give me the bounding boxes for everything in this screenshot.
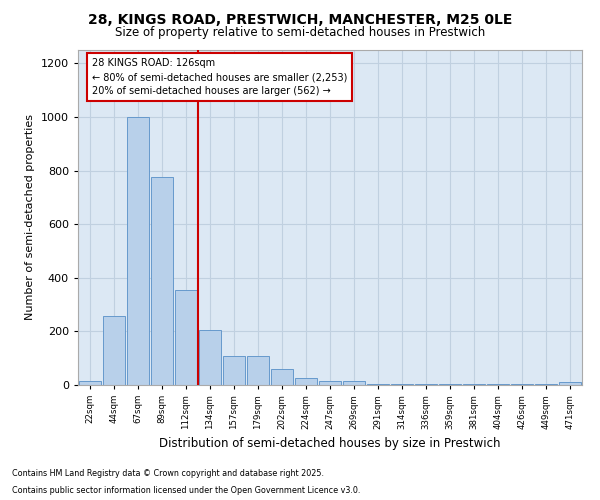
Bar bbox=[271, 369, 293, 385]
Y-axis label: Number of semi-detached properties: Number of semi-detached properties bbox=[25, 114, 35, 320]
Bar bbox=[103, 316, 125, 385]
Bar bbox=[319, 381, 341, 385]
Bar bbox=[127, 117, 149, 385]
Text: Size of property relative to semi-detached houses in Prestwich: Size of property relative to semi-detach… bbox=[115, 26, 485, 39]
Bar bbox=[199, 330, 221, 385]
Bar bbox=[151, 178, 173, 385]
Bar bbox=[79, 381, 101, 385]
Text: Contains public sector information licensed under the Open Government Licence v3: Contains public sector information licen… bbox=[12, 486, 361, 495]
Bar bbox=[439, 384, 461, 385]
Bar bbox=[463, 384, 485, 385]
Bar bbox=[559, 382, 581, 385]
Text: 28, KINGS ROAD, PRESTWICH, MANCHESTER, M25 0LE: 28, KINGS ROAD, PRESTWICH, MANCHESTER, M… bbox=[88, 12, 512, 26]
Bar bbox=[415, 384, 437, 385]
Bar bbox=[223, 356, 245, 385]
X-axis label: Distribution of semi-detached houses by size in Prestwich: Distribution of semi-detached houses by … bbox=[159, 437, 501, 450]
Bar bbox=[175, 290, 197, 385]
Bar bbox=[247, 356, 269, 385]
Bar bbox=[295, 378, 317, 385]
Bar bbox=[511, 384, 533, 385]
Bar bbox=[487, 384, 509, 385]
Bar bbox=[535, 384, 557, 385]
Bar bbox=[391, 384, 413, 385]
Text: Contains HM Land Registry data © Crown copyright and database right 2025.: Contains HM Land Registry data © Crown c… bbox=[12, 468, 324, 477]
Text: 28 KINGS ROAD: 126sqm
← 80% of semi-detached houses are smaller (2,253)
20% of s: 28 KINGS ROAD: 126sqm ← 80% of semi-deta… bbox=[92, 58, 347, 96]
Bar bbox=[343, 381, 365, 385]
Bar bbox=[367, 384, 389, 385]
